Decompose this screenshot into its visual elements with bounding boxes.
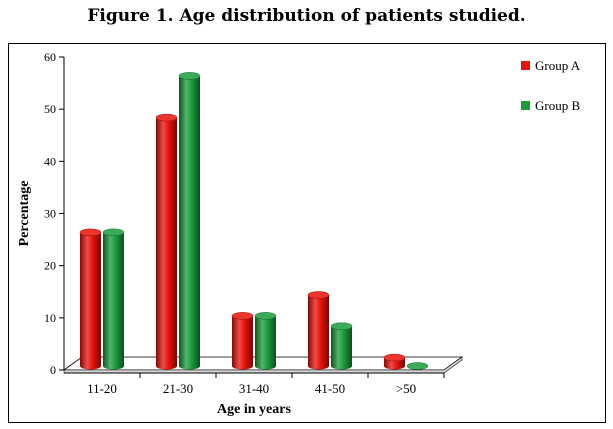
legend-swatch-group-a xyxy=(521,61,530,70)
y-tick-label: 60 xyxy=(44,50,56,64)
x-axis-label: Age in years xyxy=(217,402,291,417)
x-tick-label: >50 xyxy=(396,381,416,396)
bar-top-group-b-41-50 xyxy=(330,322,353,331)
legend-label-group-b: Group B xyxy=(535,98,580,113)
y-tick-label: 40 xyxy=(44,154,56,168)
bar-top-group-b-21-30 xyxy=(178,72,201,80)
bar-top-group-b-11-20 xyxy=(102,228,125,237)
bar-top-group-a->50 xyxy=(383,353,406,362)
legend-swatch-group-b xyxy=(521,101,530,110)
x-tick-label: 11-20 xyxy=(87,381,117,396)
chart-bars xyxy=(79,72,429,370)
bar-group-b-41-50 xyxy=(331,326,352,370)
chart-frame xyxy=(8,43,606,423)
bar-group-a-11-20 xyxy=(80,232,101,370)
legend-label-group-a: Group A xyxy=(535,58,581,73)
bar-top-group-a-21-30 xyxy=(155,113,178,122)
bar-group-a-21-30 xyxy=(156,117,177,370)
y-tick-label: 30 xyxy=(44,207,56,221)
bar-top-group-a-41-50 xyxy=(307,291,330,299)
bar-top-group-b-31-40 xyxy=(254,312,277,320)
y-tick-label: 50 xyxy=(44,102,56,116)
bar-top-group-a-31-40 xyxy=(231,312,254,320)
bar-top-group-a-11-20 xyxy=(79,228,102,237)
x-tick-label: 21-30 xyxy=(163,381,193,396)
y-axis-label: Percentage xyxy=(17,181,32,247)
bar-group-b-21-30 xyxy=(179,75,200,370)
x-tick-label: 41-50 xyxy=(315,381,345,396)
chart-labels: 0 10 20 30 40 50 60 11-20 21-30 31-40 41-50 >50 Age … xyxy=(17,50,416,417)
bar-group-b-31-40 xyxy=(255,315,276,370)
y-tick-label: 20 xyxy=(44,259,56,273)
chart-title: Figure 1. Age distribution of patients s… xyxy=(87,6,526,26)
bar-top-group-b->50 xyxy=(406,362,429,370)
x-tick-label: 31-40 xyxy=(239,381,269,396)
bar-group-b-11-20 xyxy=(103,232,124,370)
chart-legend: Group A Group B xyxy=(521,58,581,113)
y-tick-label: 10 xyxy=(44,311,56,325)
bar-group-a-41-50 xyxy=(308,294,329,370)
bar-group-a-31-40 xyxy=(232,315,253,370)
y-tick-label: 0 xyxy=(50,363,56,377)
